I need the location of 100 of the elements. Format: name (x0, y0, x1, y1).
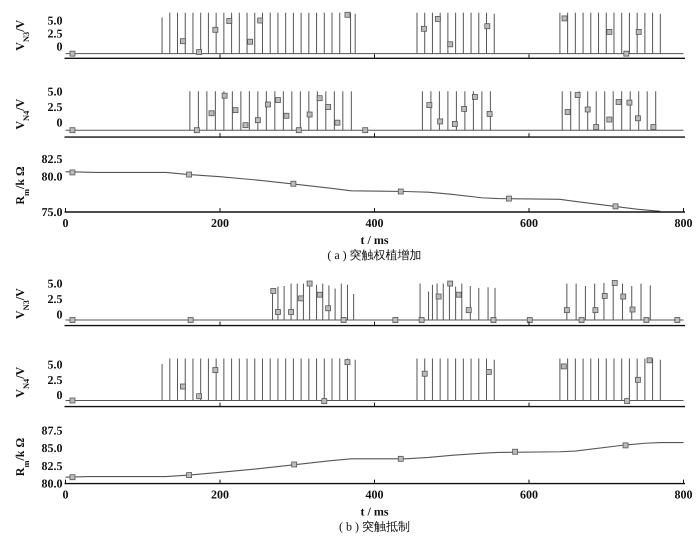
x-tick-label: 600 (520, 216, 538, 230)
point (232, 107, 238, 114)
text: ( b ) 突触抵制 (339, 520, 410, 534)
point (70, 317, 76, 323)
point (426, 102, 432, 108)
point (620, 294, 626, 300)
point (70, 50, 76, 57)
point (275, 97, 281, 103)
point (490, 317, 496, 323)
point (275, 309, 281, 315)
point (461, 106, 468, 112)
point (212, 26, 218, 33)
point (208, 110, 214, 116)
point (306, 280, 313, 286)
point (344, 12, 350, 18)
point (70, 474, 76, 480)
point (180, 384, 186, 390)
point (316, 95, 323, 102)
point (196, 393, 202, 400)
point (321, 398, 328, 404)
point (624, 398, 630, 404)
y-tick-label: 0 (56, 307, 62, 322)
x-tick-label: 600 (520, 488, 538, 502)
y-tick-label: 82.5 (42, 152, 62, 166)
point (257, 18, 264, 24)
point (242, 122, 248, 128)
point (606, 28, 612, 35)
point (612, 203, 618, 210)
point (560, 364, 567, 370)
y-tick-label: 75.0 (42, 205, 62, 219)
point (437, 118, 444, 124)
point (398, 456, 404, 462)
point (188, 317, 194, 323)
point (70, 127, 76, 134)
point (512, 448, 518, 455)
y-tick-label: 85.0 (42, 441, 62, 456)
point (298, 295, 304, 302)
point (635, 115, 641, 122)
point (593, 124, 600, 130)
x-tick-label: 200 (211, 216, 229, 230)
y-tick-label: 2.5 (48, 372, 62, 387)
point (196, 49, 202, 55)
y-tick-label: 5.0 (48, 84, 62, 98)
y-tick-label: 80.0 (42, 476, 62, 491)
point (270, 288, 276, 294)
point (646, 357, 652, 364)
y-tick-label: 2.5 (48, 292, 62, 306)
point (392, 317, 398, 323)
point (644, 317, 650, 323)
point (344, 359, 350, 366)
point (325, 104, 332, 110)
line-series (64, 171, 661, 212)
point (290, 180, 296, 187)
point (264, 102, 271, 108)
point (622, 442, 628, 448)
point (254, 117, 261, 124)
point (447, 280, 454, 286)
point (325, 305, 332, 312)
point (334, 120, 340, 126)
point (296, 127, 302, 134)
point (180, 38, 186, 44)
point (564, 307, 570, 314)
point (70, 398, 76, 404)
point (226, 18, 232, 24)
y-tick-label: 5.0 (48, 358, 62, 372)
y-tick-label: 80.0 (42, 170, 62, 184)
point (584, 106, 591, 112)
point (418, 317, 425, 323)
point (447, 41, 454, 48)
point (484, 23, 490, 30)
x-tick-label: 400 (366, 216, 384, 230)
point (564, 109, 571, 115)
point (436, 294, 442, 300)
x-axis-title: t / ms (360, 233, 389, 247)
point (212, 367, 218, 373)
point (472, 94, 478, 100)
text: ( a ) 突触权植增加 (327, 248, 422, 262)
point (288, 309, 294, 315)
point (291, 462, 298, 468)
point (466, 307, 472, 314)
point (486, 110, 493, 117)
point (194, 127, 200, 134)
point (186, 472, 192, 478)
point (630, 306, 636, 312)
y-tick-label: 5.0 (48, 13, 62, 28)
point (186, 172, 192, 178)
point (398, 188, 404, 194)
point (306, 112, 313, 118)
point (635, 376, 641, 383)
y-tick-label: 0 (56, 388, 62, 402)
point (316, 292, 323, 298)
x-tick-label: 800 (674, 216, 692, 230)
point (526, 317, 533, 323)
point (506, 196, 512, 202)
point (626, 100, 632, 106)
x-tick-label: 800 (674, 488, 692, 502)
point (362, 127, 368, 134)
y-tick-label: 82.5 (42, 458, 62, 473)
point (616, 99, 622, 105)
point (70, 170, 76, 176)
